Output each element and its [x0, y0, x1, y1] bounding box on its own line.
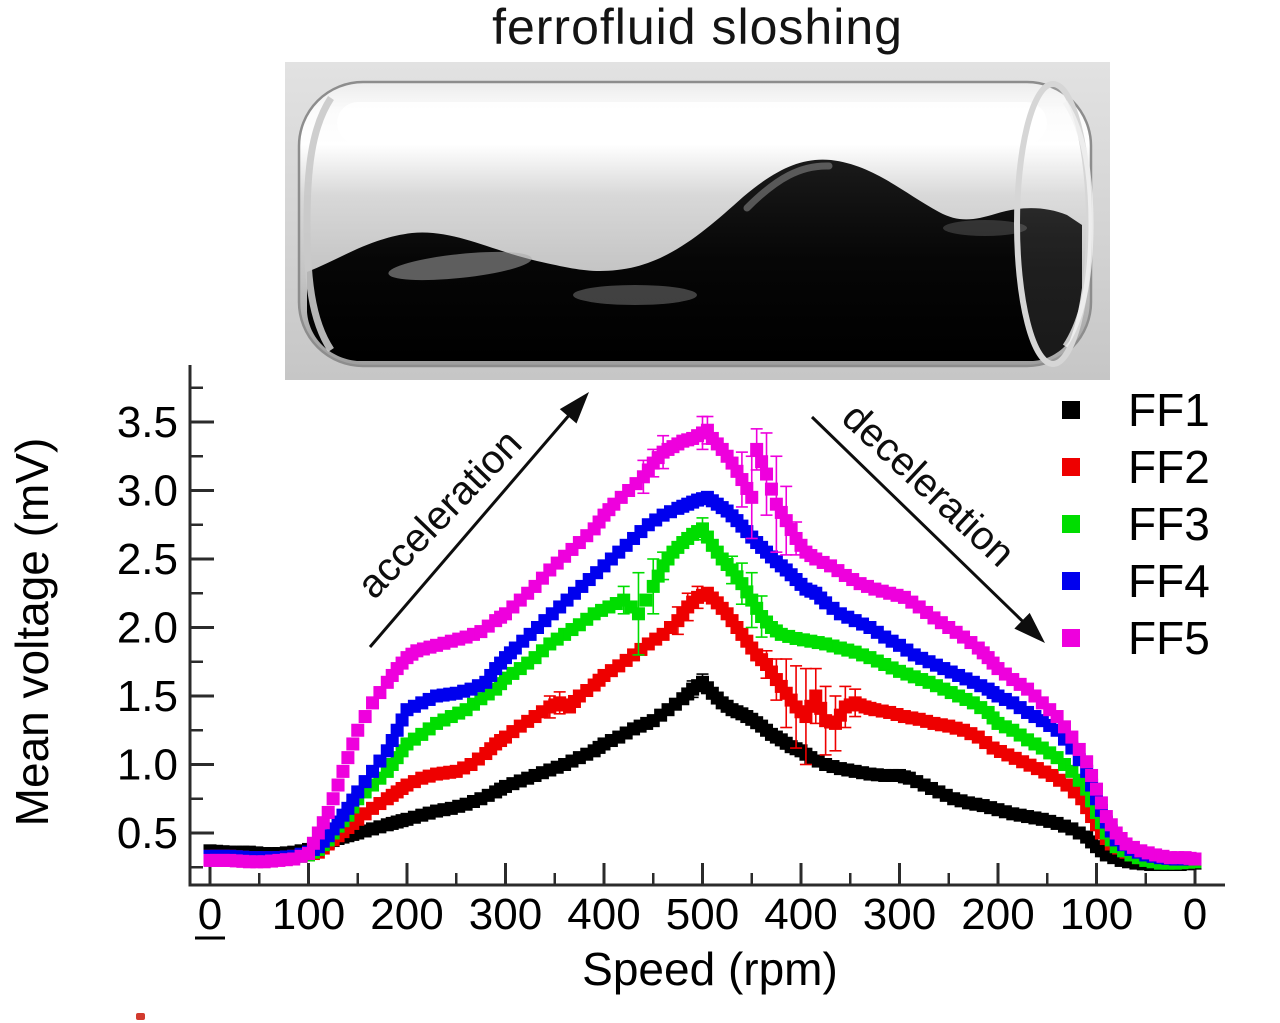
x-tick-label: 100 [272, 890, 345, 939]
legend-swatch-icon [1062, 400, 1080, 419]
legend-item-FF3: FF3 [1040, 495, 1210, 552]
x-tick-label: 400 [567, 890, 640, 939]
x-tick-label: 200 [370, 890, 443, 939]
x-tick-label: 0 [198, 890, 222, 939]
acceleration-arrow-head [559, 392, 589, 424]
fluid-sheen-right [943, 220, 1027, 236]
ferrofluid-photo-art [285, 62, 1110, 380]
y-axis-label: Mean voltage (mV) [6, 437, 58, 827]
glass-rim-left [303, 96, 334, 352]
y-tick-label: 0.5 [117, 809, 178, 858]
y-tick-label: 2.5 [117, 535, 178, 584]
ferrofluid-photo [285, 62, 1110, 380]
y-tick-label: 3.0 [117, 467, 178, 516]
deceleration-arrow-line [810, 415, 1028, 626]
y-tick-label: 2.0 [117, 604, 178, 653]
legend-swatch-icon [1062, 514, 1080, 533]
ferrofluid-body [307, 159, 1082, 361]
legend-label: FF5 [1128, 611, 1210, 664]
y-tick-label: 1.0 [117, 741, 178, 790]
x-tick-label: 100 [1060, 890, 1133, 939]
fluid-sheen-left [388, 251, 532, 281]
acceleration-arrow-line [368, 410, 574, 648]
legend-label: FF3 [1128, 497, 1210, 550]
legend-item-FF5: FF5 [1040, 609, 1210, 666]
glass-edge-highlight-right [1062, 100, 1094, 348]
chart-legend: FF1 FF2 FF3 FF4 FF5 [1040, 381, 1210, 666]
x-tick-label: 0 [1183, 890, 1207, 939]
legend-item-FF4: FF4 [1040, 552, 1210, 609]
y-tick-label: 3.5 [117, 398, 178, 447]
fluid-crest-highlight [743, 162, 833, 212]
legend-item-FF2: FF2 [1040, 438, 1210, 495]
x-tick-label: 200 [961, 890, 1034, 939]
fluid-sheen-mid [573, 285, 697, 305]
deceleration-arrow-head [1014, 612, 1045, 643]
x-tick-label: 400 [764, 890, 837, 939]
x-tick-label: 500 [666, 890, 739, 939]
x-tick-label: 300 [469, 890, 542, 939]
x-tick-label: 300 [863, 890, 936, 939]
legend-swatch-icon [1062, 628, 1080, 647]
y-tick-label: 1.5 [117, 672, 178, 721]
legend-label: FF4 [1128, 554, 1210, 607]
legend-swatch-icon [1062, 457, 1080, 476]
x-axis-label: Speed (rpm) [582, 943, 838, 995]
legend-label: FF1 [1128, 383, 1210, 436]
stray-red-mark [136, 1013, 145, 1020]
glass-highlight [337, 102, 1047, 144]
legend-swatch-icon [1062, 571, 1080, 590]
figure-title: ferrofluid sloshing [492, 0, 903, 55]
legend-item-FF1: FF1 [1040, 381, 1210, 438]
legend-label: FF2 [1128, 440, 1210, 493]
